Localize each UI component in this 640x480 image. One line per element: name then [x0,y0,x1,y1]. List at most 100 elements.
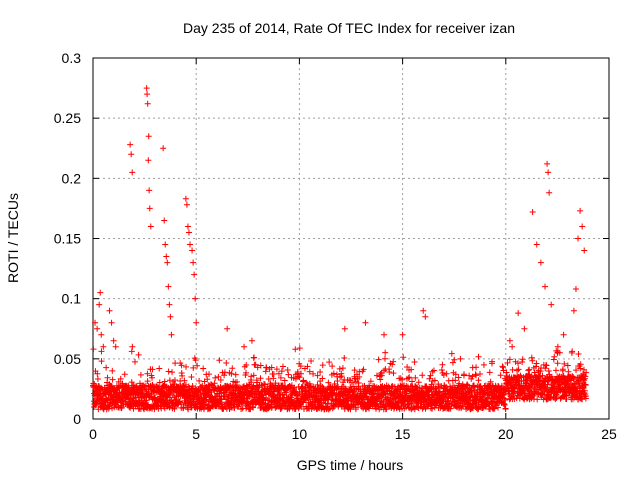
x-axis-label: GPS time / hours [297,457,404,473]
data-point [577,207,584,214]
noise-point [248,379,255,386]
noise-point [211,380,218,387]
noise-point [489,358,496,365]
noise-point [473,364,480,371]
noise-point [296,374,303,381]
noise-point [98,348,105,355]
noise-point [412,374,419,381]
noise-point [352,378,359,385]
noise-point [324,401,331,408]
noise-point [469,373,476,380]
noise-point [275,370,282,377]
noise-point [277,374,284,381]
data-point [575,235,582,242]
data-point [192,295,199,302]
noise-point [166,377,173,384]
noise-point [570,375,577,382]
data-point [144,91,151,98]
noise-point [206,371,213,378]
data-point [548,301,555,308]
data-point [106,307,113,314]
noise-point [196,377,203,384]
noise-point [529,357,536,364]
data-point [143,85,150,92]
y-tick-label: 0.2 [62,170,82,186]
noise-point [285,371,292,378]
noise-point [263,364,270,371]
noise-point [411,359,418,366]
noise-point [223,359,230,366]
noise-point [319,362,326,369]
x-tick-label: 10 [292,426,308,442]
noise-point [281,377,288,384]
noise-point [452,371,459,378]
noise-point [500,367,507,374]
data-point [182,195,189,202]
noise-point [179,372,186,379]
noise-point [284,366,291,373]
data-point [457,355,464,362]
data-point [506,337,513,344]
noise-point [409,378,416,385]
noise-point [356,373,363,380]
noise-point [217,376,224,383]
data-point [193,319,200,326]
noise-point [278,368,285,375]
data-point [533,241,540,248]
noise-point [257,375,264,382]
noise-point [265,376,272,383]
noise-point [310,370,317,377]
noise-point [326,359,333,366]
noise-point [438,366,445,373]
noise-point [459,402,466,409]
noise-point [171,405,178,412]
noise-point [452,377,459,384]
noise-point [287,383,294,390]
noise-point [377,376,384,383]
noise-point [268,404,275,411]
noise-point [132,358,139,365]
noise-point [194,362,201,369]
noise-point [235,400,242,407]
noise-point [156,379,163,386]
data-point [292,346,299,353]
noise-point [509,366,516,373]
y-tick-label: 0.05 [54,351,81,367]
noise-point [278,404,285,411]
noise-point [447,405,454,412]
noise-point [543,362,550,369]
noise-point [137,371,144,378]
noise-point [502,405,509,412]
noise-point [523,379,530,386]
noise-point [367,378,374,385]
data-point [144,100,151,107]
data-point [570,307,577,314]
data-point [189,247,196,254]
data-point [581,247,588,254]
noise-point [128,348,135,355]
data-point [110,337,117,344]
data-point [112,343,119,350]
noise-point [183,363,190,370]
noise-point [580,384,587,391]
noise-point [466,372,473,379]
noise-point [386,368,393,375]
noise-point [190,364,197,371]
noise-point [172,360,179,367]
noise-point [166,404,173,411]
data-point [146,187,153,194]
noise-point [355,379,362,386]
noise-point [378,372,385,379]
noise-point [533,360,540,367]
noise-point [306,368,313,375]
noise-point [169,369,176,376]
data-point [185,229,192,236]
noise-point [330,390,337,397]
data-point [546,189,553,196]
noise-point [349,379,356,386]
noise-point [202,396,209,403]
data-point [166,301,173,308]
data-point [162,241,169,248]
data-point [545,169,552,176]
noise-point [455,374,462,381]
